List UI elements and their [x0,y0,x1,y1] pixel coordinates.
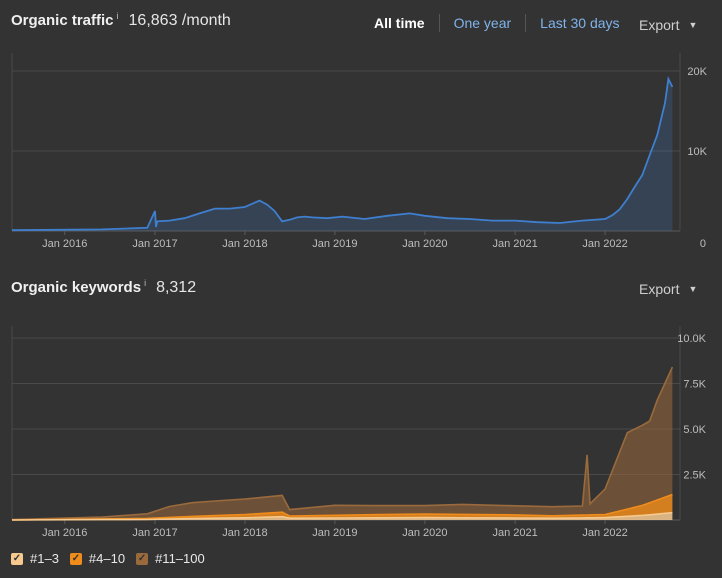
range-all-time[interactable]: All time [374,15,425,31]
x-tick-label: Jan 2021 [492,238,537,250]
traffic-header: Organic traffic i 16,863 /month [11,11,231,36]
x-tick-label: Jan 2017 [132,527,177,539]
kw-series-4-10-line [11,493,673,521]
export-label: Export [639,17,680,33]
x-tick-label: Jan 2022 [582,238,627,250]
info-icon[interactable]: i [116,11,119,21]
traffic-value: 16,863 /month [128,12,231,29]
x-tick-label: Jan 2017 [132,238,177,250]
x-tick-label: Jan 2018 [222,527,267,539]
x-tick-label: Jan 2019 [312,527,357,539]
chevron-down-icon: ▼ [688,284,698,294]
kw-series-11-100-line [11,366,674,521]
x-tick-label: Jan 2016 [42,238,87,250]
range-divider [438,14,440,32]
legend-item-1-3[interactable]: ✓ #1–3 [11,551,59,566]
info-icon[interactable]: i [144,278,147,288]
traffic-export-button[interactable]: Export ▼ [639,17,697,33]
x-tick-label: Jan 2021 [492,527,537,539]
y-tick-label: 20K [687,66,707,78]
keywords-header: Organic keywords i 8,312 [11,278,197,303]
legend-label: #11–100 [155,551,205,566]
range-last-30-days[interactable]: Last 30 days [540,15,620,31]
y-tick-label: 10.0K [677,333,706,345]
legend-item-4-10[interactable]: ✓ #4–10 [69,551,126,566]
x-tick-label: Jan 2016 [42,527,87,539]
kw-series-11-100-area [12,367,673,520]
traffic-area-fill [12,79,673,231]
y-tick-label: 0 [700,238,706,250]
checkbox-icon[interactable]: ✓ [69,552,82,565]
x-tick-label: Jan 2018 [222,238,267,250]
y-tick-label: 5.0K [683,424,706,436]
legend-label: #4–10 [88,551,126,566]
traffic-title: Organic traffic [11,12,114,29]
traffic-line [11,76,674,232]
keywords-title: Organic keywords [11,279,142,296]
checkbox-icon[interactable]: ✓ [11,552,23,565]
keywords-legend: ✓ #1–3 ✓ #4–10 ✓ #11–100 [11,551,216,566]
x-tick-label: Jan 2022 [582,527,627,539]
traffic-chart: Jan 2016 Jan 2017 Jan 2018 Jan 2019 Jan 2020… [11,53,708,250]
keywords-chart: Jan 2016 Jan 2017 Jan 2018 Jan 2019 Jan 2020… [11,326,707,539]
y-tick-label: 10K [687,146,707,158]
chevron-down-icon: ▼ [688,20,698,30]
legend-item-11-100[interactable]: ✓ #11–100 [136,551,205,566]
legend-label: #1–3 [30,551,59,566]
kw-series-1-3-line [11,511,673,521]
keywords-value: 8,312 [156,279,197,296]
range-divider [525,14,527,32]
date-range-selector: All time One year Last 30 days [374,14,620,32]
x-tick-label: Jan 2019 [312,238,357,250]
keywords-export-button[interactable]: Export ▼ [639,281,697,297]
range-one-year[interactable]: One year [453,15,512,31]
y-tick-label: 2.5K [683,470,706,482]
checkbox-icon[interactable]: ✓ [136,552,149,565]
x-tick-label: Jan 2020 [402,238,447,250]
y-tick-label: 7.5K [683,379,706,391]
export-label: Export [639,281,680,297]
x-tick-label: Jan 2020 [402,527,447,539]
